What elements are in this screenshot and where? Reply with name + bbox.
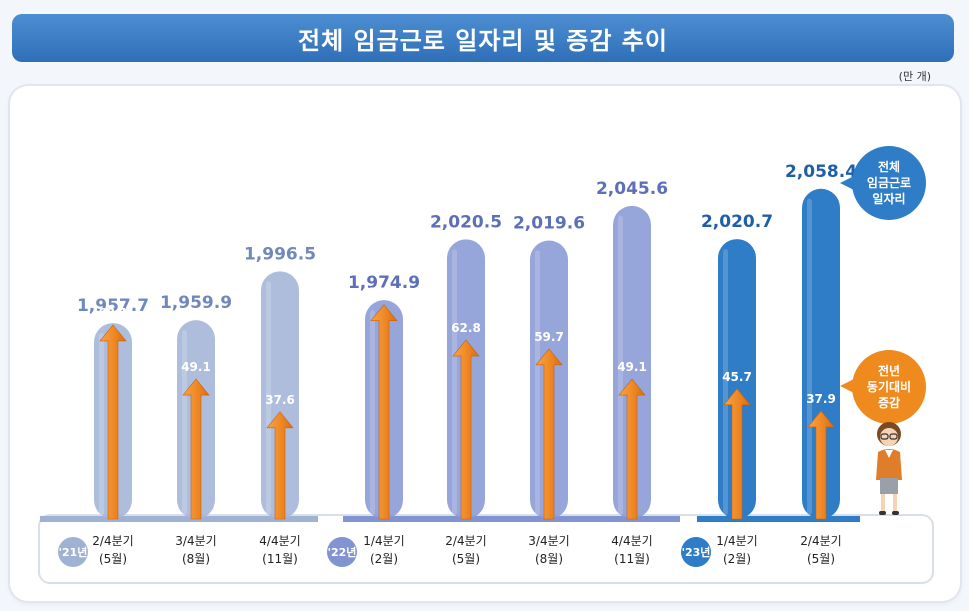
total-value-label: 1,996.5 bbox=[244, 244, 316, 264]
category-label-line: (8월) bbox=[181, 552, 211, 566]
category-label: 3/4분기 (8월) bbox=[514, 532, 584, 568]
change-value-label: 68.1 bbox=[98, 306, 128, 320]
bar-highlight bbox=[99, 333, 104, 515]
category-label-line: 1/4분기 bbox=[363, 534, 405, 548]
total-bar bbox=[613, 205, 651, 519]
year-badge-2022: '22년 bbox=[327, 537, 357, 567]
category-label: 2/4분기 (5월) bbox=[786, 532, 856, 568]
change-value-label: 49.1 bbox=[181, 360, 211, 374]
category-label: 2/4분기 (5월) bbox=[78, 532, 148, 568]
legend-total-jobs: 전체 임금근로 일자리 bbox=[852, 146, 926, 220]
change-arrow bbox=[807, 410, 835, 520]
year-badge-2023: '23년 bbox=[681, 537, 711, 567]
bar-highlight bbox=[370, 310, 375, 515]
category-label-line: (2월) bbox=[722, 552, 752, 566]
change-value-label: 37.6 bbox=[265, 393, 295, 407]
change-value-label: 49.1 bbox=[617, 360, 647, 374]
total-value-label: 1,959.9 bbox=[160, 293, 232, 313]
change-value-label: 45.7 bbox=[722, 370, 752, 384]
bar-highlight bbox=[807, 198, 812, 516]
total-value-label: 2,058.4 bbox=[785, 162, 857, 182]
legend-yoy-change: 전년 동기대비 증감 bbox=[852, 350, 926, 424]
change-value-label: 75.2 bbox=[369, 286, 399, 300]
period-line-2022 bbox=[343, 516, 680, 522]
category-label: 1/4분기 (2월) bbox=[349, 532, 419, 568]
change-value-label: 62.8 bbox=[451, 321, 481, 335]
category-label-line: (2월) bbox=[369, 552, 399, 566]
change-arrow bbox=[723, 388, 751, 520]
category-axis-panel bbox=[40, 516, 932, 582]
change-value-label: 37.9 bbox=[806, 392, 836, 406]
total-value-label: 1,974.9 bbox=[348, 273, 420, 293]
bar-highlight bbox=[182, 330, 187, 515]
category-label-line: (11월) bbox=[614, 552, 650, 566]
legend-total-label: 전체 임금근로 일자리 bbox=[866, 159, 912, 207]
legend-change-label: 전년 동기대비 증감 bbox=[866, 363, 912, 411]
category-label-line: (11월) bbox=[262, 552, 298, 566]
total-bar bbox=[261, 271, 299, 519]
category-label: 4/4분기 (11월) bbox=[597, 532, 667, 568]
bar-highlight bbox=[452, 249, 457, 516]
change-arrow bbox=[618, 378, 646, 520]
category-label-line: 3/4분기 bbox=[528, 534, 570, 548]
category-label: 4/4분기 (11월) bbox=[245, 532, 315, 568]
category-label-line: 1/4분기 bbox=[716, 534, 758, 548]
category-label-line: 4/4분기 bbox=[259, 534, 301, 548]
change-arrow bbox=[182, 378, 210, 520]
total-bar bbox=[718, 239, 756, 520]
category-label: 1/4분기 (2월) bbox=[702, 532, 772, 568]
category-label-line: (8월) bbox=[534, 552, 564, 566]
bar-highlight bbox=[618, 215, 623, 515]
presenter-illustration bbox=[876, 422, 902, 515]
change-arrow bbox=[99, 324, 127, 520]
category-label-line: (5월) bbox=[806, 552, 836, 566]
bar-highlight bbox=[266, 281, 271, 515]
change-arrow bbox=[266, 411, 294, 520]
total-value-label: 2,020.5 bbox=[430, 212, 502, 232]
unit-label: (만 개) bbox=[898, 70, 931, 83]
total-value-label: 1,957.7 bbox=[77, 296, 149, 316]
total-value-label: 2,020.7 bbox=[701, 212, 773, 232]
category-label-line: 2/4분기 bbox=[92, 534, 134, 548]
category-label-line: 4/4분기 bbox=[611, 534, 653, 548]
total-bar bbox=[802, 188, 840, 520]
total-value-label: 2,019.6 bbox=[513, 214, 585, 234]
category-label-line: (5월) bbox=[451, 552, 481, 566]
change-value-label: 59.7 bbox=[534, 330, 564, 344]
category-label-line: 3/4분기 bbox=[175, 534, 217, 548]
year-badge-2021: '21년 bbox=[58, 537, 88, 567]
category-label: 3/4분기 (8월) bbox=[161, 532, 231, 568]
category-label-line: 2/4분기 bbox=[800, 534, 842, 548]
period-line-2021 bbox=[40, 516, 318, 522]
bar-highlight bbox=[723, 249, 728, 516]
category-label: 2/4분기 (5월) bbox=[431, 532, 501, 568]
chart-title: 전체 임금근로 일자리 및 증감 추이 bbox=[12, 14, 954, 62]
total-value-label: 2,045.6 bbox=[596, 179, 668, 199]
category-label-line: (5월) bbox=[98, 552, 128, 566]
period-line-2023 bbox=[697, 516, 860, 522]
change-arrow bbox=[535, 348, 563, 520]
change-arrow bbox=[452, 339, 480, 520]
bar-highlight bbox=[535, 250, 540, 516]
change-arrow bbox=[370, 304, 398, 520]
category-label-line: 2/4분기 bbox=[445, 534, 487, 548]
